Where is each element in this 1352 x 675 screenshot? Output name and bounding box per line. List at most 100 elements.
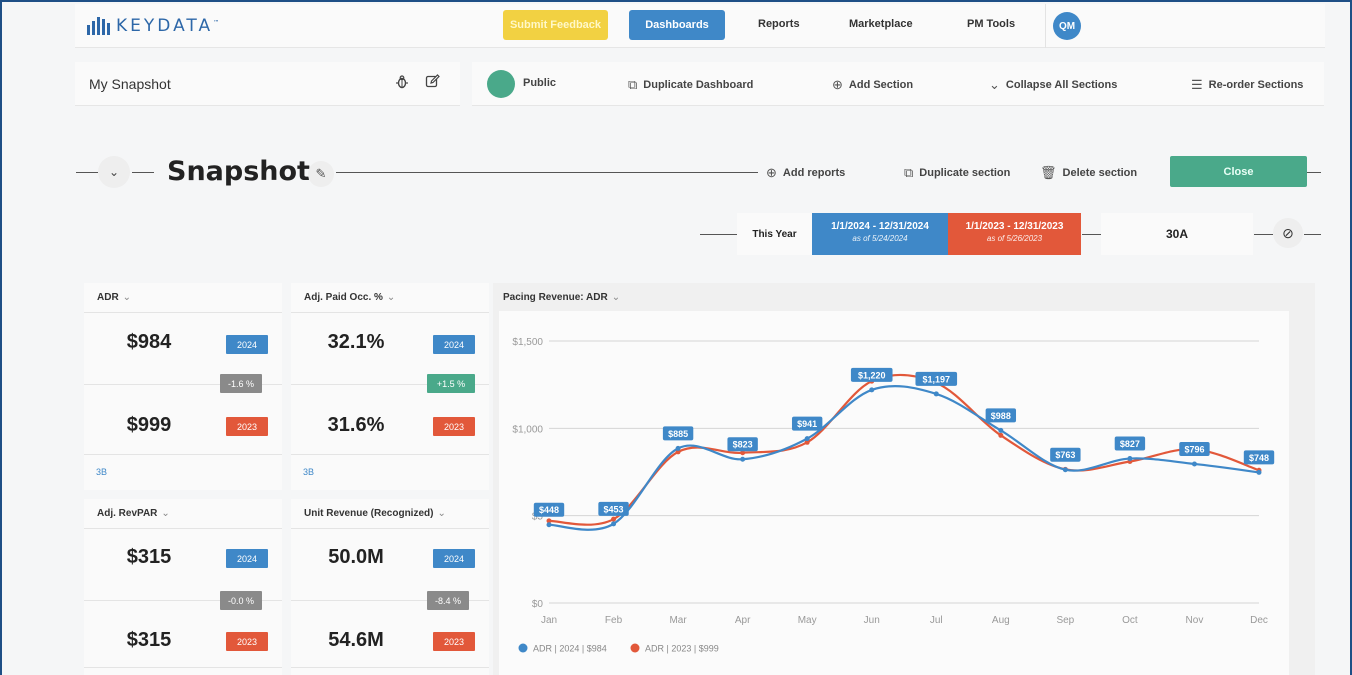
chevron-down-icon: ⌄ [122,292,132,303]
user-avatar[interactable]: QM [1053,12,1081,40]
delta-badge: +1.5 % [427,374,475,393]
x-tick-label: Sep [1056,615,1074,626]
kpi-divider [291,384,489,385]
kpi-value-2023: 54.6M [328,629,384,651]
delta-badge: -8.4 % [427,591,469,610]
chevron-down-icon: ⌄ [611,292,621,303]
submit-feedback-button[interactable]: Submit Feedback [503,10,608,40]
badge-2023: 2023 [226,632,268,651]
data-label-bg [915,371,958,386]
x-tick-label: Aug [992,615,1010,626]
add-reports-button[interactable]: ⊕ Add reports [766,165,846,180]
kpi-title[interactable]: Adj. Paid Occ. % ⌄ [291,283,489,313]
kpi-title[interactable]: Adj. RevPAR ⌄ [84,499,282,529]
reorder-sections-button[interactable]: ☰ Re-order Sections [1191,77,1304,92]
kpi-value-2024: $315 [126,546,172,568]
dashboards-nav-button[interactable]: Dashboards [629,10,725,40]
x-tick-label: Jun [864,615,880,626]
chevron-down-icon: ⌄ [108,165,120,179]
kpi-divider [291,667,489,668]
reports-nav-link[interactable]: Reports [758,18,800,30]
ban-icon[interactable]: ⊘ [1273,218,1303,248]
data-label-bg [533,502,565,517]
chart-area: $0 $5 $1,000 $1,500 Jan Feb Mar Apr May Jun Jul Aug… [499,311,1289,675]
keydata-logo[interactable]: KEYDATA™ [87,16,222,36]
badge-2023: 2023 [226,417,268,436]
legend-marker [630,643,640,653]
data-label-bg [1179,441,1210,456]
badge-2024: 2024 [433,335,475,354]
data-label: $988 [991,411,1011,421]
double-chevron-down-icon: ⌄ [989,77,1000,92]
date-range-2023[interactable]: 1/1/2023 - 12/31/2023 as of 5/26/2023 [948,213,1081,255]
x-tick-label: Jul [930,615,943,626]
collapse-section-button[interactable]: ⌄ [98,156,130,188]
data-point [546,518,552,524]
data-label-bg [598,501,629,516]
kpi-value-2023: $999 [126,414,172,436]
kpi-value-2024: 32.1% [327,331,385,353]
data-label: $827 [1120,439,1140,449]
duplicate-section-button[interactable]: ⧉ Duplicate section [904,165,1011,180]
section-rule [336,172,758,173]
data-label-bg [850,367,893,382]
edit-section-icon[interactable]: ✎ [308,161,334,187]
edit-dashboard-icon[interactable] [425,74,440,93]
chart-title[interactable]: Pacing Revenue: ADR ⌄ [503,292,621,303]
kpi-footer: 3B [84,454,282,490]
marketplace-nav-link[interactable]: Marketplace [849,18,913,30]
badge-2023: 2023 [433,632,475,651]
public-toggle[interactable] [487,70,515,98]
close-section-button[interactable]: Close [1170,156,1307,187]
copy-icon: ⧉ [628,77,638,92]
top-nav: KEYDATA™ Submit Feedback Dashboards Repo… [75,4,1325,48]
x-tick-label: Mar [669,615,687,626]
delete-section-button[interactable]: 🗑 Delete section [1040,165,1138,180]
pacing-revenue-card: Pacing Revenue: ADR ⌄ $0 $5 $1,000 $1,500 Jan… [493,283,1315,675]
dashboard-title-bar: My Snapshot [75,62,460,106]
collapse-all-sections-button[interactable]: ⌄ Collapse All Sections [989,77,1118,92]
x-tick-label: Dec [1250,615,1268,626]
bug-icon[interactable] [395,75,409,92]
range-2023-asof: as of 5/26/2023 [986,234,1043,243]
data-label: $885 [668,429,688,439]
kpi-divider [84,384,282,385]
section-rule [76,172,98,173]
data-point [933,391,939,397]
kpi-value-2023: $315 [126,629,172,651]
x-tick-label: Oct [1122,615,1138,626]
kpi-value-2024: $984 [126,331,172,353]
kpi-title[interactable]: ADR ⌄ [84,283,282,313]
kpi-title[interactable]: Unit Revenue (Recognized) ⌄ [291,499,489,529]
duplicate-dashboard-button[interactable]: ⧉ Duplicate Dashboard [628,77,754,92]
logo-text: KEYDATA™ [116,16,223,36]
kpi-card-unit-revenue: Unit Revenue (Recognized) ⌄ 50.0M 2024 -8… [291,499,489,675]
series-line-2023 [548,373,1260,526]
data-point [611,521,617,527]
data-label: $823 [733,440,753,450]
badge-2024: 2024 [226,335,268,354]
kpi-value-2024: 50.0M [328,546,384,568]
lookback-window-selector[interactable]: 30A [1101,213,1253,255]
chevron-down-icon: ⌄ [437,508,446,519]
section-rule [1307,172,1321,173]
data-point [804,439,810,445]
x-tick-label: Feb [605,615,623,626]
date-rule [1254,234,1273,235]
pm-tools-nav-link[interactable]: PM Tools [967,18,1016,30]
data-point [1127,456,1133,462]
data-label-bg [662,426,694,441]
add-section-button[interactable]: ⊕ Add Section [832,77,914,92]
data-label: $1,220 [858,370,886,380]
date-range-2024[interactable]: 1/1/2024 - 12/31/2024 as of 5/24/2024 [812,213,948,255]
legend-marker [518,643,528,653]
data-label-bg [1243,450,1275,465]
range-2024-label: 1/1/2024 - 12/31/2024 [831,221,929,232]
data-point [740,450,746,456]
legend-label: ADR | 2023 | $999 [645,644,719,654]
logo-bars-icon [87,17,110,35]
this-year-selector[interactable]: This Year [737,213,812,255]
y-tick-label: $1,500 [512,337,543,348]
data-label: $796 [1184,444,1204,454]
kpi-card-paid-occ: Adj. Paid Occ. % ⌄ 32.1% 2024 +1.5 % 31.6… [291,283,489,490]
